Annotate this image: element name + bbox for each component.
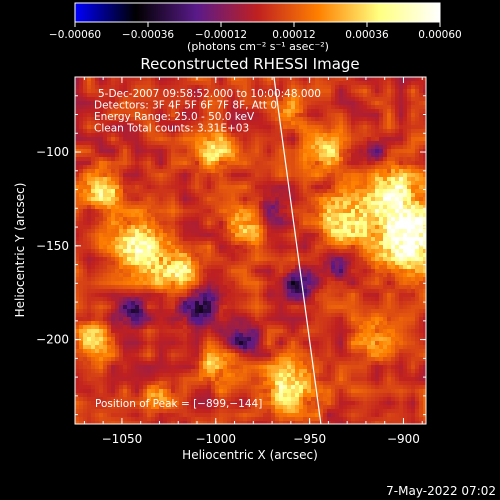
x-axis-ticks: −1050 −1000 −950 −900 — [83, 77, 423, 446]
annotation-line: 5-Dec-2007 09:58:52.000 to 10:00:48.000 — [98, 88, 321, 100]
x-tick-label: −950 — [293, 432, 326, 446]
colorbar — [74, 2, 441, 23]
colorbar-tick-label: 0.00036 — [345, 29, 389, 41]
colorbar-tick-label: −0.00036 — [122, 29, 175, 41]
colorbar-tick-label: 0.00012 — [272, 29, 315, 41]
peak-position-label: Position of Peak = [−899,−144] — [95, 398, 262, 410]
y-tick-label: −100 — [36, 145, 69, 159]
plot-frame — [74, 76, 427, 425]
y-tick-label: −150 — [36, 239, 69, 253]
annotation-line: Energy Range: 25.0 - 50.0 keV — [94, 111, 255, 123]
annotation-line: Clean Total counts: 3.31E+03 — [94, 123, 249, 135]
y-axis-ticks: −100 −150 −200 — [36, 95, 426, 416]
x-tick-label: −900 — [387, 432, 420, 446]
colorbar-tick-label: 0.00060 — [418, 29, 461, 41]
annotation-line: Detectors: 3F 4F 5F 6F 7F 8F, Att 0 — [94, 100, 277, 112]
footer-timestamp: 7-May-2022 07:02 — [386, 484, 496, 498]
y-tick-label: −200 — [36, 333, 69, 347]
colorbar-ticks: −0.00060 −0.00036 −0.00012 0.00012 0.00036 0.… — [49, 22, 462, 41]
y-axis-label: Heliocentric Y (arcsec) — [13, 183, 27, 318]
colorbar-unit-label: (photons cm⁻² s⁻¹ asec⁻²) — [187, 40, 329, 53]
x-tick-label: −1050 — [102, 432, 143, 446]
x-axis-label: Heliocentric X (arcsec) — [182, 448, 318, 462]
x-tick-label: −1000 — [195, 432, 236, 446]
chart-title: Reconstructed RHESSI Image — [140, 55, 359, 73]
annotation-block: 5-Dec-2007 09:58:52.000 to 10:00:48.000D… — [94, 88, 321, 135]
solar-limb-line — [273, 77, 322, 424]
heatmap-image — [75, 77, 426, 424]
colorbar-tick-label: −0.00012 — [195, 29, 247, 41]
colorbar-tick-label: −0.00060 — [49, 29, 101, 41]
